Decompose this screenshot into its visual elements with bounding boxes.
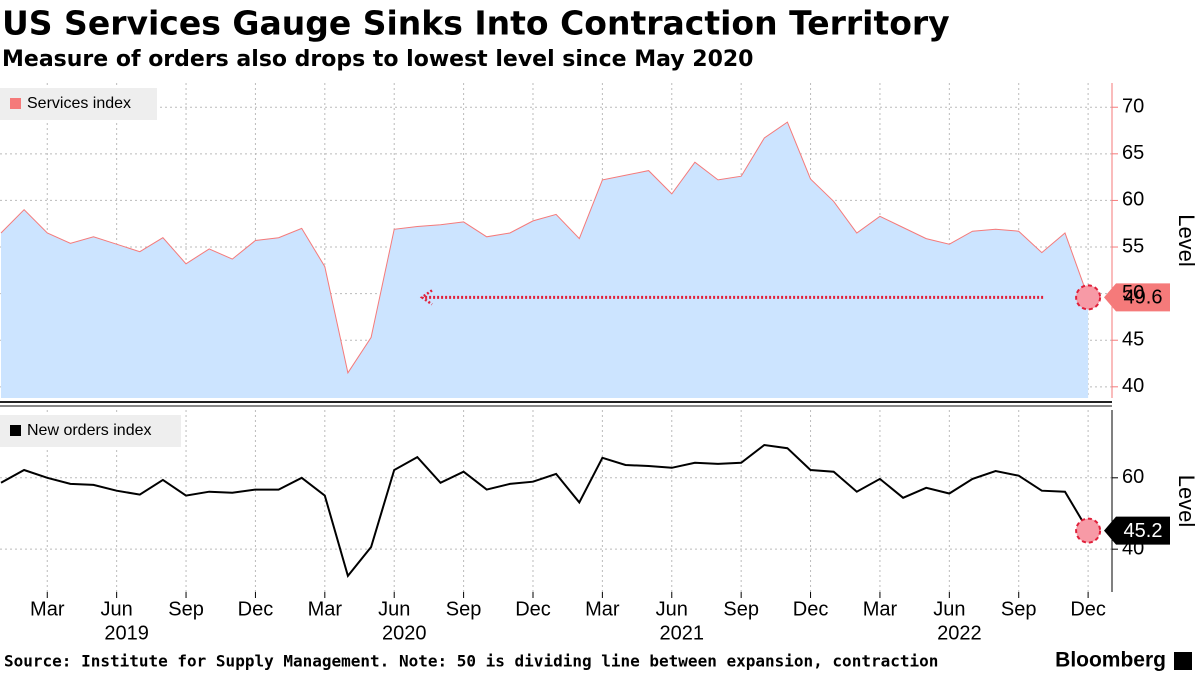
- x-tick-label: Jun: [933, 598, 965, 620]
- value-label: 49.6: [1124, 287, 1163, 309]
- x-year-label: 2020: [382, 622, 427, 644]
- y-tick-label: 60: [1122, 189, 1144, 211]
- value-label: 45.2: [1124, 520, 1163, 542]
- chart-subtitle: Measure of orders also drops to lowest l…: [2, 47, 754, 72]
- end-marker: [1075, 284, 1102, 311]
- x-year-label: 2022: [937, 622, 982, 644]
- x-tick-label: Mar: [863, 598, 898, 620]
- x-tick-label: Sep: [446, 598, 482, 620]
- area-line: [0, 121, 1089, 375]
- brand: Bloomberg: [1055, 649, 1166, 672]
- legend-label: New orders index: [27, 422, 152, 439]
- legend-label: Services index: [27, 95, 131, 112]
- x-tick-label: Jun: [656, 598, 688, 620]
- x-tick-label: Sep: [168, 598, 204, 620]
- x-tick-label: Dec: [793, 598, 829, 620]
- x-tick-label: Sep: [1001, 598, 1037, 620]
- y-tick-label: 40: [1122, 537, 1144, 559]
- x-tick-label: Jun: [101, 598, 133, 620]
- x-tick-label: Mar: [308, 598, 343, 620]
- value-callout: [1104, 283, 1170, 312]
- y-tick-label: 65: [1122, 142, 1144, 164]
- y-tick-label: 40: [1122, 375, 1144, 397]
- legend-swatch: [10, 98, 21, 109]
- y-tick-label: 60: [1122, 466, 1144, 488]
- legend-box: [0, 88, 157, 120]
- legend-swatch: [10, 425, 21, 436]
- end-marker: [1075, 517, 1102, 544]
- x-tick-label: Mar: [585, 598, 620, 620]
- x-tick-label: Sep: [723, 598, 759, 620]
- annotation-arrow-head: [419, 289, 433, 306]
- brand-icon: [1174, 652, 1192, 670]
- source-note: Source: Institute for Supply Management.…: [4, 652, 938, 671]
- y-tick-label: 50: [1122, 282, 1144, 304]
- value-callout: [1104, 516, 1170, 545]
- y-axis-label: Level: [1174, 214, 1199, 267]
- x-tick-label: Dec: [515, 598, 551, 620]
- area-fill: [1, 122, 1089, 398]
- chart-title: US Services Gauge Sinks Into Contraction…: [2, 4, 950, 43]
- x-tick-label: Dec: [238, 598, 274, 620]
- y-axis-label: Level: [1174, 475, 1199, 528]
- x-tick-label: Jun: [378, 598, 410, 620]
- series-line: [0, 443, 1089, 579]
- y-tick-label: 55: [1122, 235, 1144, 257]
- x-tick-label: Mar: [30, 598, 65, 620]
- y-tick-label: 45: [1122, 329, 1144, 351]
- x-year-label: 2019: [104, 622, 149, 644]
- legend-box: [0, 415, 181, 447]
- y-tick-label: 70: [1122, 96, 1144, 118]
- x-year-label: 2021: [660, 622, 705, 644]
- x-tick-label: Dec: [1070, 598, 1106, 620]
